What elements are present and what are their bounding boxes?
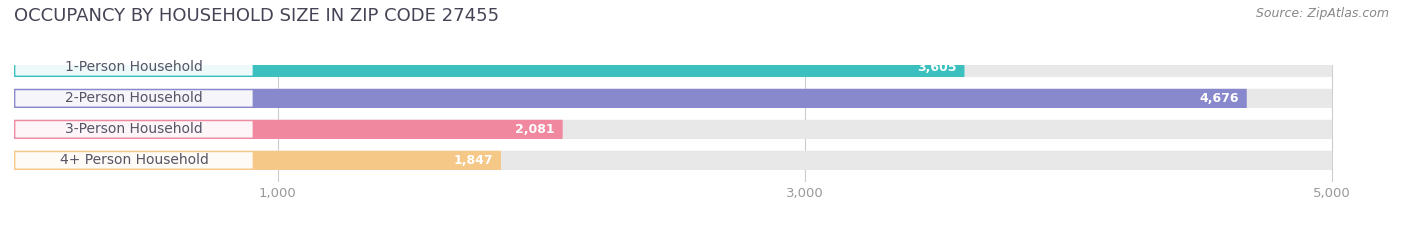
FancyBboxPatch shape: [14, 120, 562, 139]
Text: 4+ Person Household: 4+ Person Household: [59, 153, 208, 167]
FancyBboxPatch shape: [15, 59, 253, 75]
FancyBboxPatch shape: [14, 151, 501, 170]
FancyBboxPatch shape: [15, 152, 253, 168]
FancyBboxPatch shape: [14, 89, 1247, 108]
FancyBboxPatch shape: [14, 120, 1333, 139]
FancyBboxPatch shape: [14, 58, 965, 77]
Text: OCCUPANCY BY HOUSEHOLD SIZE IN ZIP CODE 27455: OCCUPANCY BY HOUSEHOLD SIZE IN ZIP CODE …: [14, 7, 499, 25]
FancyBboxPatch shape: [15, 90, 253, 106]
Text: 3-Person Household: 3-Person Household: [65, 122, 202, 136]
Text: 1,847: 1,847: [454, 154, 494, 167]
Text: 2-Person Household: 2-Person Household: [65, 91, 202, 105]
Text: 2,081: 2,081: [515, 123, 555, 136]
Text: 1-Person Household: 1-Person Household: [65, 60, 202, 74]
Text: Source: ZipAtlas.com: Source: ZipAtlas.com: [1256, 7, 1389, 20]
FancyBboxPatch shape: [14, 89, 1333, 108]
FancyBboxPatch shape: [14, 151, 1333, 170]
Text: 3,605: 3,605: [917, 61, 956, 74]
FancyBboxPatch shape: [15, 121, 253, 137]
FancyBboxPatch shape: [14, 58, 1333, 77]
Text: 4,676: 4,676: [1199, 92, 1239, 105]
